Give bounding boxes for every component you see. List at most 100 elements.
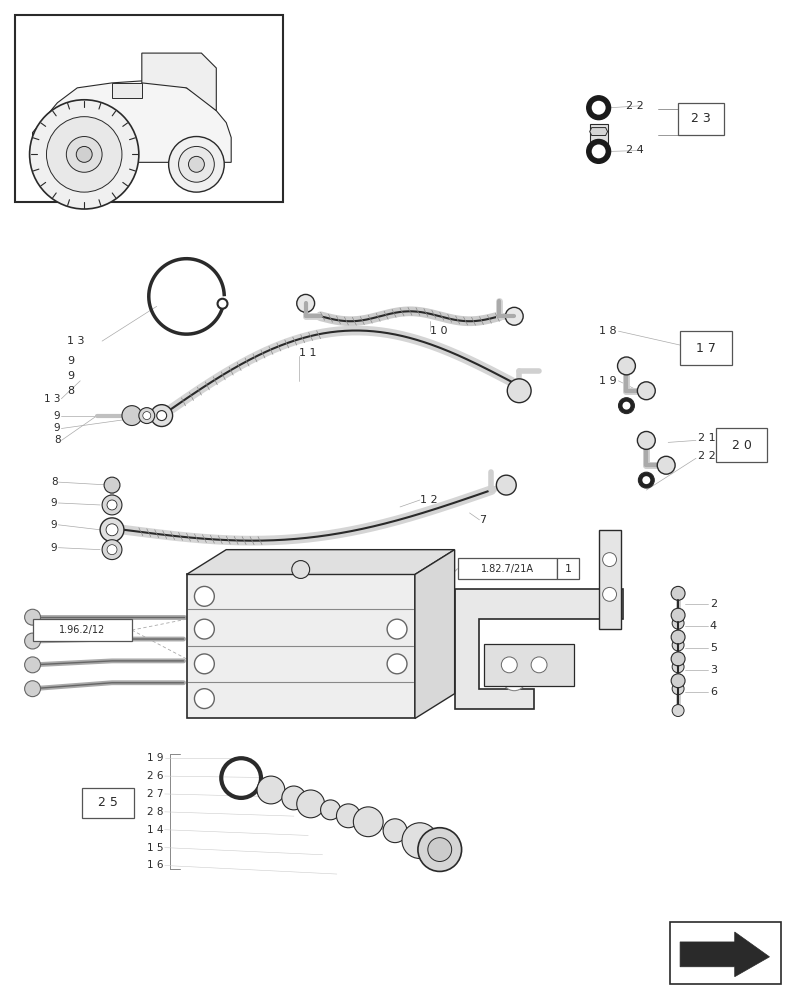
Circle shape — [100, 518, 124, 542]
Circle shape — [106, 524, 118, 536]
Text: 1 0: 1 0 — [430, 326, 448, 336]
Circle shape — [603, 553, 617, 567]
Polygon shape — [415, 550, 455, 718]
Text: 1.96.2/12: 1.96.2/12 — [59, 625, 105, 635]
Circle shape — [217, 299, 228, 309]
Bar — [590, 124, 608, 145]
Circle shape — [587, 139, 611, 163]
Circle shape — [617, 357, 635, 375]
Text: 1 2: 1 2 — [420, 495, 437, 505]
Text: 9: 9 — [51, 543, 57, 553]
Text: 8: 8 — [54, 435, 61, 445]
Text: 1 8: 1 8 — [599, 326, 617, 336]
Text: 9: 9 — [67, 356, 74, 366]
Text: 9: 9 — [54, 411, 61, 421]
Bar — [32, 619, 132, 641]
Polygon shape — [680, 932, 769, 977]
Circle shape — [139, 408, 154, 424]
Bar — [15, 15, 283, 202]
Text: 1 9: 1 9 — [147, 753, 164, 763]
Circle shape — [292, 561, 309, 578]
Text: 1 4: 1 4 — [147, 825, 164, 835]
Circle shape — [179, 146, 214, 182]
Circle shape — [402, 823, 438, 859]
Circle shape — [387, 654, 407, 674]
Text: 1.82.7/21A: 1.82.7/21A — [481, 564, 534, 574]
Circle shape — [383, 819, 407, 843]
Circle shape — [102, 495, 122, 515]
Text: 2 7: 2 7 — [147, 789, 164, 799]
Text: 1 3: 1 3 — [67, 336, 85, 346]
Circle shape — [496, 475, 516, 495]
Text: 8: 8 — [51, 477, 57, 487]
Bar — [680, 331, 732, 365]
Bar — [716, 428, 768, 462]
Text: 4: 4 — [710, 621, 717, 631]
Text: 2 3: 2 3 — [691, 112, 711, 125]
Circle shape — [671, 586, 685, 600]
Text: 2 6: 2 6 — [147, 771, 164, 781]
Text: 2 5: 2 5 — [98, 796, 118, 809]
Text: 9: 9 — [51, 498, 57, 508]
Bar — [457, 558, 557, 579]
Circle shape — [151, 405, 173, 427]
Circle shape — [638, 472, 654, 488]
Circle shape — [622, 402, 630, 410]
Circle shape — [672, 661, 684, 673]
Text: 9: 9 — [54, 423, 61, 433]
Circle shape — [169, 137, 225, 192]
Circle shape — [387, 619, 407, 639]
Circle shape — [24, 609, 40, 625]
Circle shape — [353, 807, 383, 837]
Text: 9: 9 — [67, 371, 74, 381]
Circle shape — [104, 477, 120, 493]
Circle shape — [122, 406, 142, 426]
Circle shape — [257, 776, 285, 804]
Circle shape — [638, 431, 655, 449]
Polygon shape — [590, 128, 608, 136]
Text: 2 1: 2 1 — [698, 433, 716, 443]
Circle shape — [102, 540, 122, 560]
Circle shape — [638, 382, 655, 400]
Circle shape — [672, 617, 684, 629]
Circle shape — [107, 545, 117, 555]
Circle shape — [66, 137, 102, 172]
Circle shape — [505, 307, 523, 325]
Circle shape — [618, 398, 634, 414]
Circle shape — [531, 657, 547, 673]
Bar — [557, 558, 579, 579]
Circle shape — [591, 101, 606, 115]
Bar — [599, 530, 621, 629]
Bar — [678, 103, 724, 135]
Text: 1: 1 — [564, 564, 571, 574]
Circle shape — [195, 654, 214, 674]
Text: 3: 3 — [710, 665, 717, 675]
Circle shape — [297, 294, 314, 312]
Bar — [187, 574, 415, 718]
Circle shape — [76, 146, 92, 162]
Circle shape — [418, 828, 461, 871]
Text: 1 9: 1 9 — [599, 376, 617, 386]
Circle shape — [282, 786, 305, 810]
Text: 7: 7 — [479, 515, 486, 525]
Circle shape — [297, 790, 325, 818]
Circle shape — [657, 456, 675, 474]
Circle shape — [47, 117, 122, 192]
Circle shape — [507, 379, 531, 403]
Circle shape — [671, 652, 685, 666]
Circle shape — [157, 411, 166, 421]
Polygon shape — [455, 589, 624, 709]
Circle shape — [603, 587, 617, 601]
Bar — [670, 922, 781, 984]
Circle shape — [336, 804, 360, 828]
Circle shape — [672, 639, 684, 651]
Circle shape — [587, 96, 611, 120]
Text: 1 3: 1 3 — [44, 394, 61, 404]
Circle shape — [24, 681, 40, 697]
Circle shape — [321, 800, 340, 820]
Polygon shape — [32, 81, 231, 162]
Circle shape — [672, 705, 684, 717]
Text: 2 4: 2 4 — [625, 145, 643, 155]
Circle shape — [503, 667, 526, 691]
Text: 2 8: 2 8 — [147, 807, 164, 817]
